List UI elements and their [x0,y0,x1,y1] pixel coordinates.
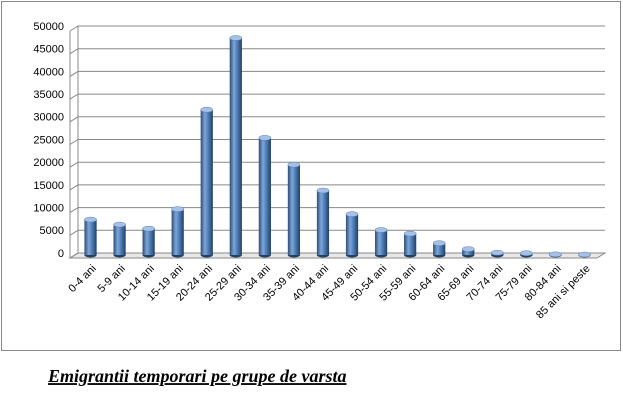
bar-top [201,107,213,112]
y-tick-label: 5000 [40,225,64,237]
bar [288,165,300,255]
bar-top [491,250,503,255]
bar-top [259,135,271,140]
bar-top [404,231,416,236]
bar-top [462,247,474,252]
bar [230,38,242,255]
bar-top [143,226,155,231]
bar-top [433,241,445,246]
y-tick-label: 45000 [33,44,64,56]
bar [404,234,416,255]
y-tick-label: 40000 [33,66,64,78]
grid-line [70,185,605,190]
bar-top [578,252,590,257]
bar [375,230,387,255]
y-tick-label: 30000 [33,112,64,124]
bar-top [84,217,96,222]
grid-line [70,94,605,99]
bar [346,214,358,255]
y-tick-label: 20000 [33,157,64,169]
grid-line [70,140,605,145]
bar [113,225,125,255]
y-tick-label: 50000 [33,21,64,33]
grid-line [70,117,605,122]
grid-line [70,49,605,54]
x-tick-label: 85 ani si peste [534,263,593,322]
bar-top [288,162,300,167]
bar-top [549,252,561,257]
bar [143,229,155,255]
x-tick-label: 0-4 ani [66,263,98,295]
bar-top [346,212,358,217]
chart-title: Emigrantii temporari pe grupe de varsta [47,366,347,386]
bar-top [113,222,125,227]
grid-line [70,71,605,76]
bar [259,138,271,255]
bar-top [230,35,242,40]
bar-top [375,228,387,233]
bar [84,220,96,255]
bar-top [317,188,329,193]
bar [172,209,184,255]
grid-line [70,162,605,167]
y-tick-label: 35000 [33,89,64,101]
y-tick-label: 15000 [33,180,64,192]
y-tick-label: 0 [58,248,64,260]
y-tick-label: 10000 [33,203,64,215]
bar-top [520,251,532,256]
bar-top [172,207,184,212]
bar [317,191,329,255]
bar [201,110,213,255]
grid-line [70,26,605,31]
y-tick-label: 25000 [33,134,64,146]
grid-line [70,208,605,213]
